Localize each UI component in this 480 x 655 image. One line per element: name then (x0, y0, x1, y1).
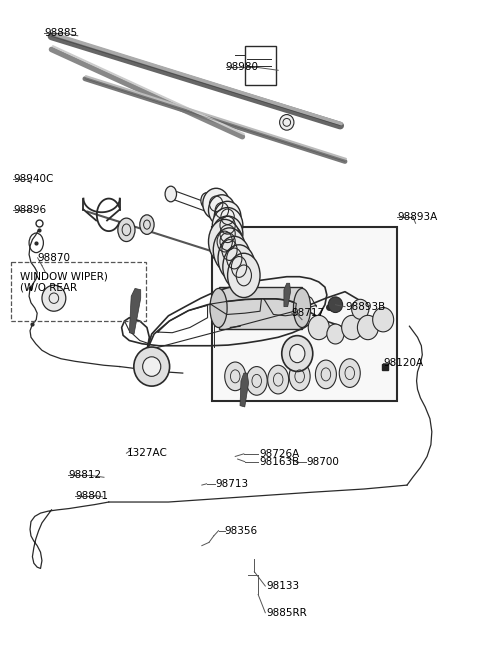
Ellipse shape (42, 285, 66, 311)
Text: 98893A: 98893A (397, 212, 438, 222)
Ellipse shape (212, 208, 243, 243)
Ellipse shape (201, 193, 212, 208)
Ellipse shape (289, 345, 305, 363)
Ellipse shape (225, 362, 246, 390)
Text: 98812: 98812 (68, 470, 101, 480)
Text: 98133: 98133 (266, 581, 300, 591)
Ellipse shape (327, 324, 344, 344)
Ellipse shape (212, 216, 243, 252)
Ellipse shape (352, 299, 369, 319)
Polygon shape (284, 283, 290, 307)
Bar (245, 46, 276, 85)
Text: 98717: 98717 (291, 308, 324, 318)
Text: 98896: 98896 (13, 204, 47, 215)
Ellipse shape (289, 362, 310, 390)
Ellipse shape (118, 218, 135, 242)
Bar (218, 287, 302, 329)
Polygon shape (240, 373, 249, 407)
Text: 98893B: 98893B (345, 302, 385, 312)
Text: 98120A: 98120A (383, 358, 423, 368)
Ellipse shape (140, 215, 154, 234)
Ellipse shape (213, 228, 246, 272)
Ellipse shape (203, 188, 229, 219)
Ellipse shape (210, 288, 227, 328)
Text: 98885: 98885 (44, 28, 77, 37)
Text: 98870: 98870 (37, 253, 71, 263)
Text: 98801: 98801 (75, 491, 108, 500)
Ellipse shape (246, 367, 267, 395)
Text: 98940C: 98940C (13, 174, 54, 184)
Ellipse shape (308, 315, 329, 340)
Ellipse shape (282, 335, 313, 371)
Ellipse shape (143, 357, 161, 377)
Polygon shape (129, 288, 141, 334)
Ellipse shape (223, 245, 255, 289)
Ellipse shape (372, 307, 394, 332)
Ellipse shape (339, 359, 360, 387)
Ellipse shape (280, 115, 294, 130)
Text: WINDOW WIPER): WINDOW WIPER) (20, 271, 108, 281)
Ellipse shape (228, 253, 260, 297)
Bar (11, 263, 145, 321)
Ellipse shape (342, 315, 363, 340)
Bar (212, 227, 397, 401)
Text: 98700: 98700 (307, 457, 340, 466)
Text: 98980: 98980 (226, 62, 259, 72)
Text: 98713: 98713 (215, 479, 248, 489)
Ellipse shape (268, 365, 288, 394)
Text: (W/O REAR: (W/O REAR (20, 282, 77, 292)
Ellipse shape (134, 347, 169, 386)
Ellipse shape (208, 195, 235, 226)
Ellipse shape (328, 297, 343, 312)
Text: 98356: 98356 (225, 526, 258, 536)
Ellipse shape (358, 315, 378, 340)
Ellipse shape (165, 186, 177, 202)
Ellipse shape (214, 201, 241, 233)
Ellipse shape (315, 360, 336, 388)
Ellipse shape (208, 219, 241, 264)
Ellipse shape (212, 224, 243, 259)
Text: 9885RR: 9885RR (266, 608, 307, 618)
Ellipse shape (218, 236, 251, 280)
Text: 1327AC: 1327AC (126, 448, 168, 458)
Ellipse shape (293, 288, 311, 328)
Text: 98163B: 98163B (259, 457, 300, 466)
Text: 98726A: 98726A (259, 449, 300, 459)
